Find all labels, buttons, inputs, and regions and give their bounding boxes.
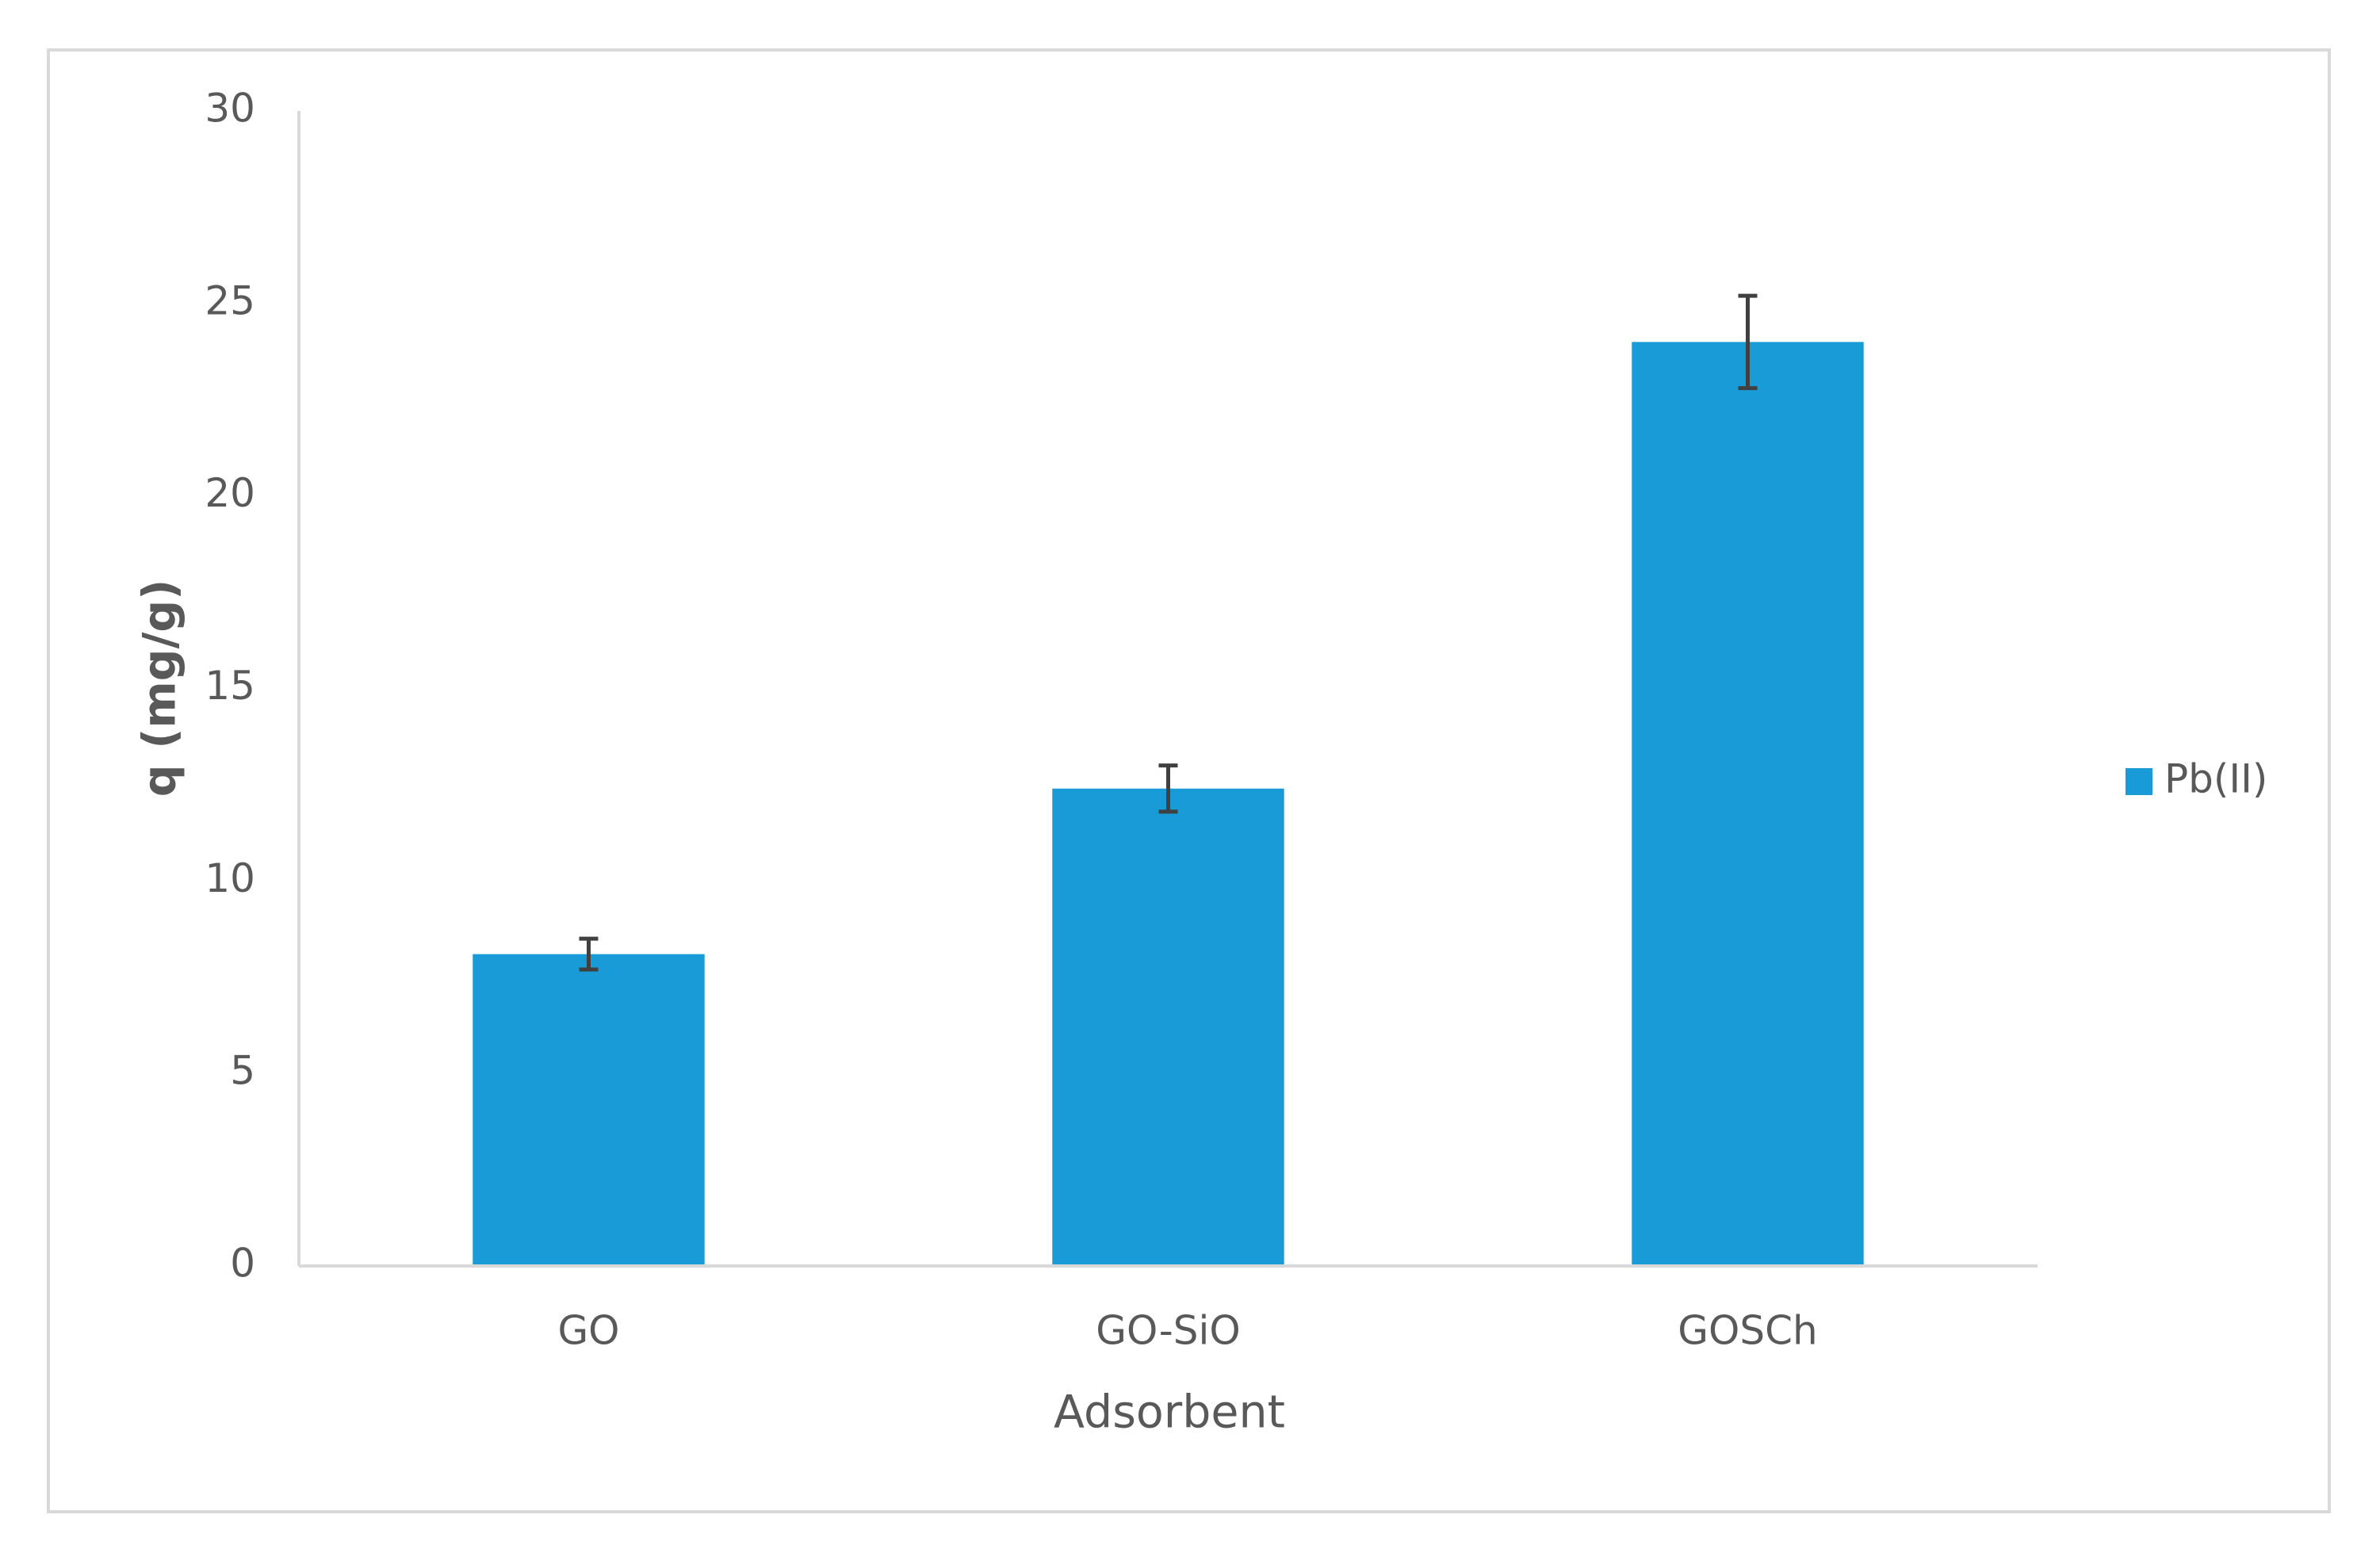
error-bar — [1738, 293, 1758, 391]
bar — [1052, 788, 1284, 1266]
chart-border — [47, 48, 2331, 1513]
bar — [473, 954, 705, 1266]
y-tick-label: 20 — [205, 470, 255, 516]
y-axis-label: q (mg/g) — [134, 579, 186, 797]
x-tick-label: GO-SiO — [1096, 1308, 1241, 1354]
x-axis-label: Adsorbent — [1054, 1386, 1285, 1439]
y-tick-label: 5 — [230, 1048, 255, 1094]
y-tick-label: 10 — [205, 855, 255, 901]
x-tick-label: GO — [557, 1308, 619, 1354]
y-tick-label: 15 — [205, 663, 255, 709]
error-bar — [1158, 763, 1178, 814]
y-tick-label: 30 — [205, 86, 255, 132]
y-tick-label: 25 — [205, 277, 255, 323]
legend-label: Pb(II) — [2164, 756, 2267, 802]
bar — [1632, 342, 1864, 1266]
error-bar — [579, 936, 599, 972]
y-tick-label: 0 — [230, 1241, 255, 1287]
legend-swatch — [2126, 768, 2152, 795]
x-tick-label: GOSCh — [1678, 1308, 1817, 1354]
